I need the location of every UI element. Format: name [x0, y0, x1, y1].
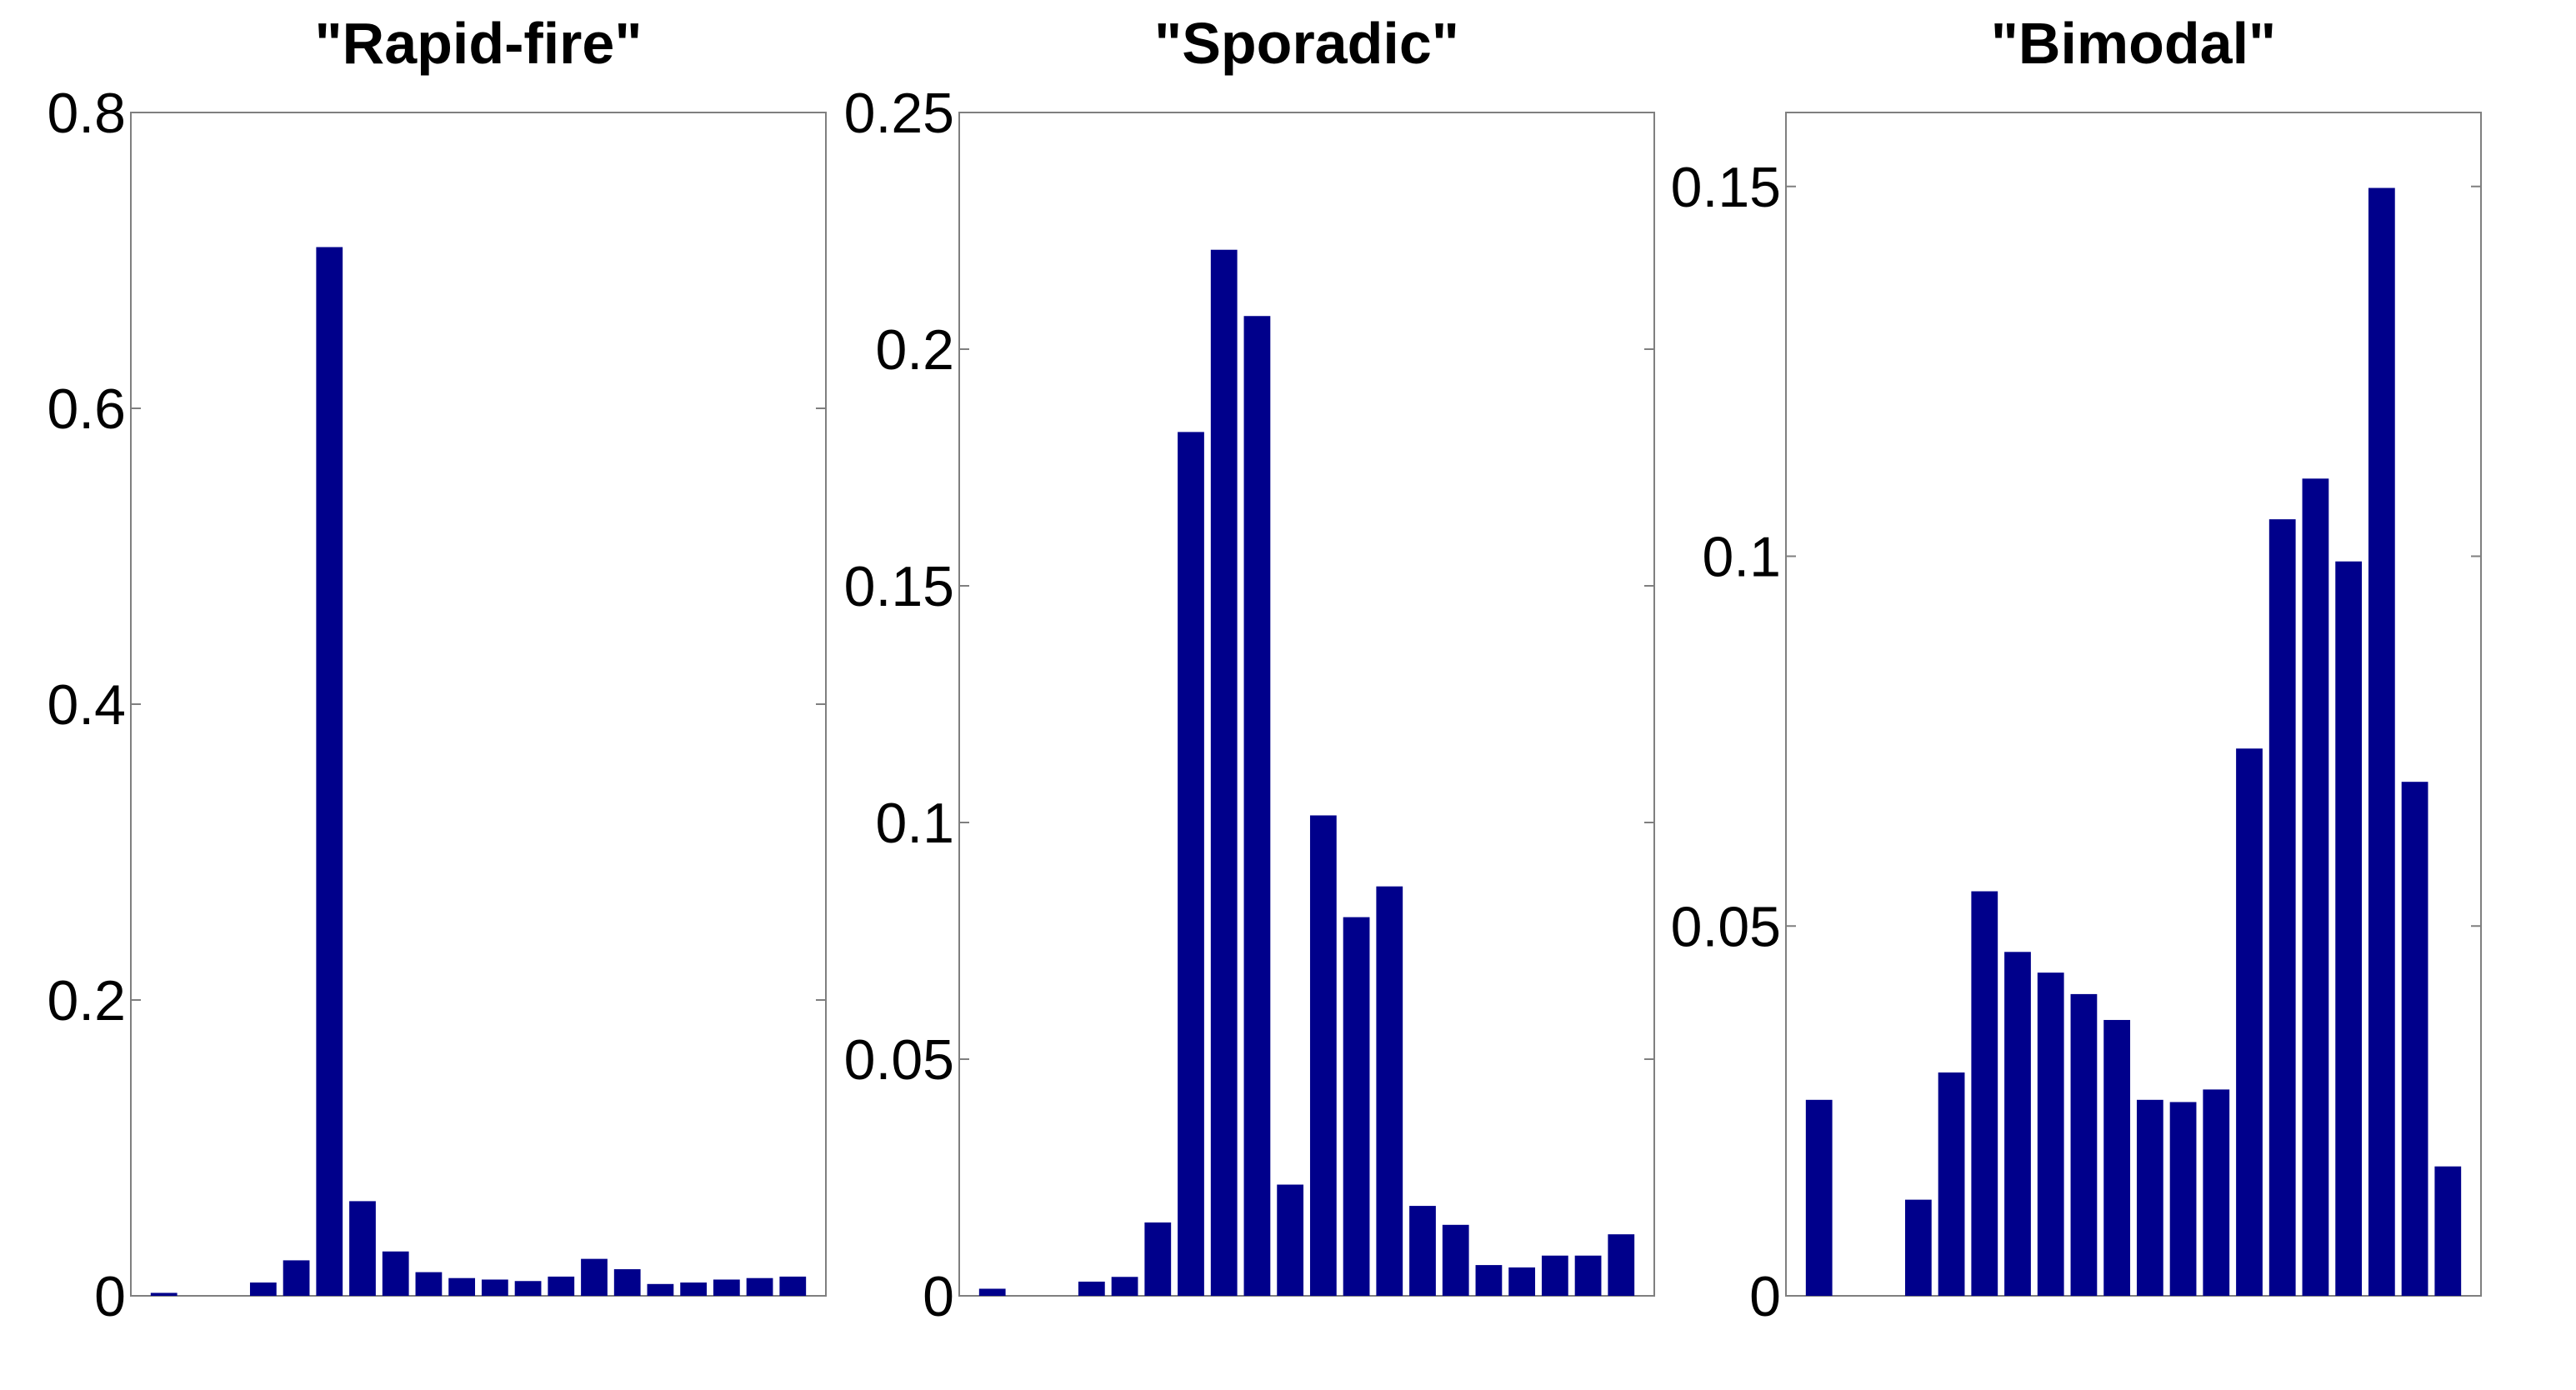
- y-tick-label: 0: [1749, 1265, 1781, 1328]
- y-tick-label: 0.6: [47, 378, 126, 441]
- y-tick-label: 0.15: [844, 555, 954, 618]
- y-tick-label: 0.8: [47, 82, 126, 145]
- bar: [2004, 952, 2031, 1296]
- bar: [1277, 1184, 1304, 1296]
- y-tick-label: 0.25: [844, 82, 954, 145]
- bar: [2236, 748, 2263, 1296]
- y-tick-label: 0: [94, 1265, 126, 1328]
- bar: [647, 1283, 674, 1296]
- y-tick-marks: [959, 112, 1654, 1297]
- bar: [1508, 1267, 1536, 1296]
- bar: [1376, 886, 1403, 1296]
- bar: [349, 1201, 376, 1296]
- y-tick-marks: [1786, 185, 2481, 1297]
- bars: [150, 247, 807, 1297]
- y-tick-label: 0.05: [844, 1028, 954, 1092]
- bar: [613, 1269, 641, 1296]
- bar: [2169, 1102, 2197, 1296]
- y-tick-label: 0: [923, 1265, 954, 1328]
- bar: [2203, 1089, 2230, 1296]
- bar: [1243, 316, 1271, 1296]
- y-tick-labels: 0 0.2 0.4 0.6 0.8: [47, 82, 126, 1328]
- bar: [1078, 1281, 1105, 1296]
- bar: [249, 1282, 277, 1296]
- bar: [1608, 1234, 1635, 1296]
- bar: [1409, 1206, 1436, 1296]
- bar: [1938, 1072, 1965, 1296]
- bar: [448, 1278, 476, 1296]
- bar: [1343, 917, 1370, 1296]
- bar: [581, 1258, 608, 1297]
- bar: [2302, 478, 2329, 1296]
- bar: [1111, 1277, 1138, 1296]
- bar: [2103, 1019, 2131, 1296]
- chart-title: "Rapid-fire": [314, 11, 642, 76]
- bar: [2136, 1099, 2163, 1296]
- bar: [1210, 249, 1238, 1297]
- panel-rapid-fire: "Rapid-fire" 0 0.2 0.4 0.6 0.8: [47, 11, 827, 1328]
- axes-frame: [130, 112, 827, 1297]
- bar: [2335, 561, 2363, 1296]
- bar: [2401, 782, 2428, 1296]
- bar: [150, 1292, 178, 1296]
- bar: [415, 1272, 443, 1296]
- bar: [1178, 432, 1204, 1296]
- bar: [481, 1279, 508, 1296]
- bar: [283, 1260, 310, 1296]
- bar: [1574, 1255, 1602, 1296]
- axes-frame: [1785, 112, 2482, 1297]
- panel-sporadic: "Sporadic" 0 0.05 0.1 0.15 0.2 0.25: [844, 11, 1655, 1328]
- bars: [978, 249, 1635, 1297]
- bar: [2070, 993, 2098, 1296]
- bar: [1541, 1255, 1568, 1296]
- bars: [1805, 188, 2462, 1297]
- panel-bimodal: "Bimodal" 0 0.05 0.1 0.15: [1671, 11, 2482, 1328]
- axes-frame: [958, 112, 1655, 1297]
- y-tick-label: 0.15: [1671, 156, 1781, 219]
- bar: [382, 1251, 409, 1296]
- bar: [2268, 519, 2296, 1297]
- bar: [514, 1281, 542, 1296]
- y-tick-marks: [131, 112, 826, 1297]
- bar: [978, 1288, 1006, 1296]
- bar: [316, 247, 343, 1296]
- bar: [2434, 1166, 2462, 1296]
- y-tick-label: 0.1: [1702, 526, 1781, 589]
- bar: [713, 1279, 740, 1296]
- bar: [1904, 1199, 1932, 1297]
- bar: [1144, 1222, 1172, 1296]
- y-tick-label: 0.05: [1671, 895, 1781, 958]
- bar: [779, 1276, 807, 1296]
- chart-title: "Bimodal": [1991, 11, 2277, 76]
- bar: [2037, 972, 2064, 1296]
- y-tick-labels: 0 0.05 0.1 0.15: [1671, 156, 1781, 1328]
- bar: [1475, 1265, 1503, 1296]
- y-tick-label: 0.2: [47, 969, 126, 1032]
- bar: [746, 1278, 773, 1296]
- bar: [1971, 891, 1998, 1296]
- y-tick-label: 0.1: [875, 792, 954, 855]
- bar: [548, 1276, 575, 1296]
- y-tick-label: 0.4: [47, 673, 126, 737]
- y-tick-label: 0.2: [875, 318, 954, 382]
- chart-title: "Sporadic": [1154, 11, 1459, 76]
- bar: [1309, 815, 1337, 1296]
- y-tick-labels: 0 0.05 0.1 0.15 0.2 0.25: [844, 82, 954, 1328]
- bar: [680, 1282, 708, 1296]
- bar: [1805, 1099, 1833, 1296]
- bar: [2368, 188, 2395, 1296]
- bar: [1442, 1224, 1469, 1296]
